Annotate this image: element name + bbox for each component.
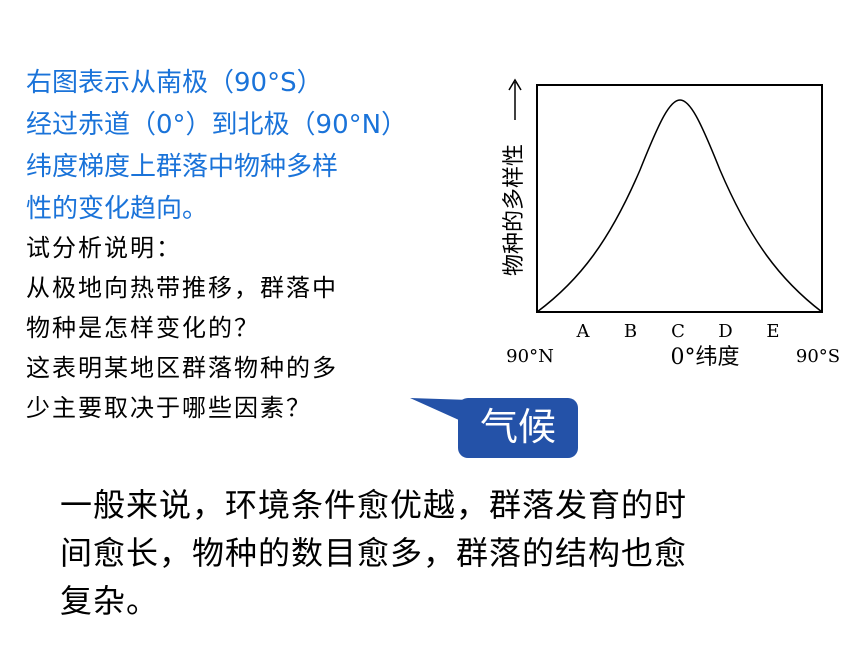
question-line: 试分析说明： [26, 234, 182, 262]
x-point-label: D [718, 321, 732, 342]
plot-frame [536, 84, 823, 313]
x-label-left: 90°N [506, 346, 554, 367]
axis-arrow-head [508, 78, 522, 91]
answer-line: 间愈长，物种的数目愈多，群落的结构也愈 [60, 534, 688, 572]
answer-line: 一般来说，环境条件愈优越，群落发育的时 [60, 486, 688, 524]
y-axis-label: 物种的多样性 [502, 144, 527, 276]
answer-line: 复杂。 [60, 582, 160, 620]
intro-line: 右图表示从南极（90°S） [26, 68, 323, 98]
callout-pointer [410, 398, 470, 425]
x-point-label: A [576, 321, 591, 342]
curve [536, 99, 823, 313]
callout-text: 气候 [480, 405, 556, 449]
x-point-label: C [671, 321, 685, 342]
question-line: 这表明某地区群落物种的多 [26, 354, 338, 382]
question-line: 少主要取决于哪些因素？ [26, 394, 312, 422]
question-line: 物种是怎样变化的？ [26, 314, 260, 342]
x-point-label: B [624, 321, 637, 342]
callout-box [458, 398, 578, 458]
intro-line: 经过赤道（0°）到北极（90°N） [26, 110, 408, 140]
x-point-label: E [766, 321, 779, 342]
question-line: 从极地向热带推移，群落中 [26, 274, 338, 302]
intro-line: 性的变化趋向。 [26, 194, 209, 224]
x-label-center: 0°纬度 [671, 345, 740, 370]
intro-line: 纬度梯度上群落中物种多样 [26, 152, 339, 182]
x-label-right: 90°S [796, 346, 840, 367]
